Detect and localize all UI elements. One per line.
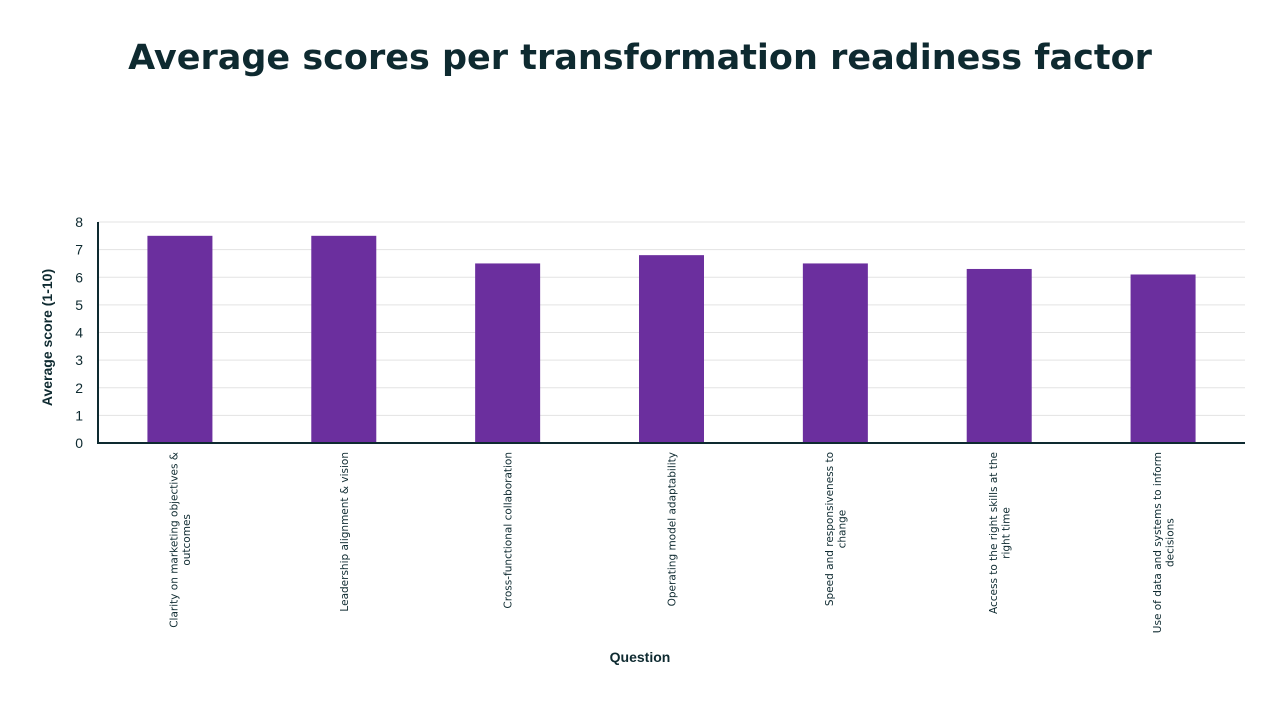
x-category-label-line: Speed and responsiveness to bbox=[824, 452, 836, 606]
x-category-labels: Clarity on marketing objectives & outcome… bbox=[169, 452, 1177, 633]
y-tick-label: 4 bbox=[75, 325, 83, 341]
bar bbox=[639, 255, 704, 443]
y-tick-label: 0 bbox=[75, 435, 83, 451]
bar bbox=[802, 263, 868, 443]
x-category-label-line: Cross-functional collaboration bbox=[503, 452, 515, 609]
x-category-label-line: right time bbox=[1000, 507, 1012, 559]
x-category-label-line: outcomes bbox=[181, 514, 193, 566]
y-tick-label: 3 bbox=[75, 352, 83, 368]
x-category-label-line: Clarity on marketing objectives & bbox=[169, 452, 181, 628]
x-category-label: Use of data and systems to inform decisio… bbox=[1152, 452, 1177, 633]
bars bbox=[147, 235, 1196, 443]
x-category-label-line: Use of data and systems to inform bbox=[1152, 452, 1164, 633]
x-category-label-line: Leadership alignment & vision bbox=[339, 452, 351, 612]
y-tick-labels: 0 1 2 3 4 5 6 7 8 bbox=[75, 214, 83, 451]
bar bbox=[147, 235, 213, 443]
x-category-label: Speed and responsiveness to change bbox=[824, 452, 849, 606]
x-category-label: Operating model adaptability bbox=[667, 452, 679, 606]
y-tick-label: 5 bbox=[75, 297, 83, 313]
y-tick-label: 1 bbox=[75, 407, 83, 423]
x-category-label-line: change bbox=[837, 510, 849, 549]
chart-title: Average scores per transformation readin… bbox=[128, 38, 1152, 78]
y-tick-label: 6 bbox=[75, 269, 83, 285]
y-tick-label: 7 bbox=[75, 242, 83, 258]
y-tick-label: 2 bbox=[75, 380, 83, 396]
bar bbox=[966, 268, 1032, 443]
x-category-label: Access to the right skills at the right t… bbox=[988, 452, 1013, 614]
x-category-label: Cross-functional collaboration bbox=[503, 452, 515, 609]
y-axis-title: Average score (1-10) bbox=[39, 269, 55, 406]
x-category-label-line: Operating model adaptability bbox=[667, 452, 679, 606]
bar bbox=[475, 263, 541, 443]
y-tick-label: 8 bbox=[75, 214, 83, 230]
bar bbox=[1130, 274, 1196, 443]
x-category-label: Clarity on marketing objectives & outcome… bbox=[169, 452, 194, 628]
x-category-label-line: Access to the right skills at the bbox=[988, 452, 1000, 614]
x-category-label: Leadership alignment & vision bbox=[339, 452, 351, 612]
x-axis-title: Question bbox=[610, 649, 671, 665]
x-category-label-line: decisions bbox=[1164, 518, 1176, 567]
bar bbox=[311, 235, 377, 443]
